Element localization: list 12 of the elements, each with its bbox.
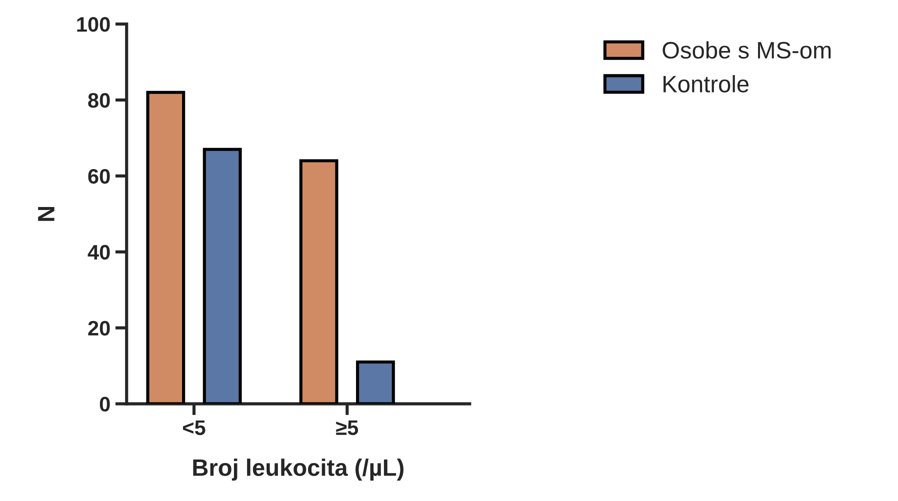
legend-label: Kontrole — [664, 75, 749, 92]
y-tick-label: 0 — [100, 396, 110, 412]
y-tick-label: 40 — [88, 244, 110, 260]
y-axis-title: N — [38, 206, 54, 221]
y-tick-label: 100 — [77, 17, 110, 32]
y-tick-label: 80 — [88, 93, 110, 108]
y-tick-label: 60 — [88, 168, 110, 184]
x-tick-label: ≥5 — [336, 420, 358, 436]
x-axis-title: Broj leukocita (/µL) — [193, 458, 404, 481]
x-tick-label: <5 — [183, 420, 206, 436]
y-tick-label: 20 — [88, 320, 110, 336]
legend-label: Osobe s MS-om — [662, 41, 831, 59]
